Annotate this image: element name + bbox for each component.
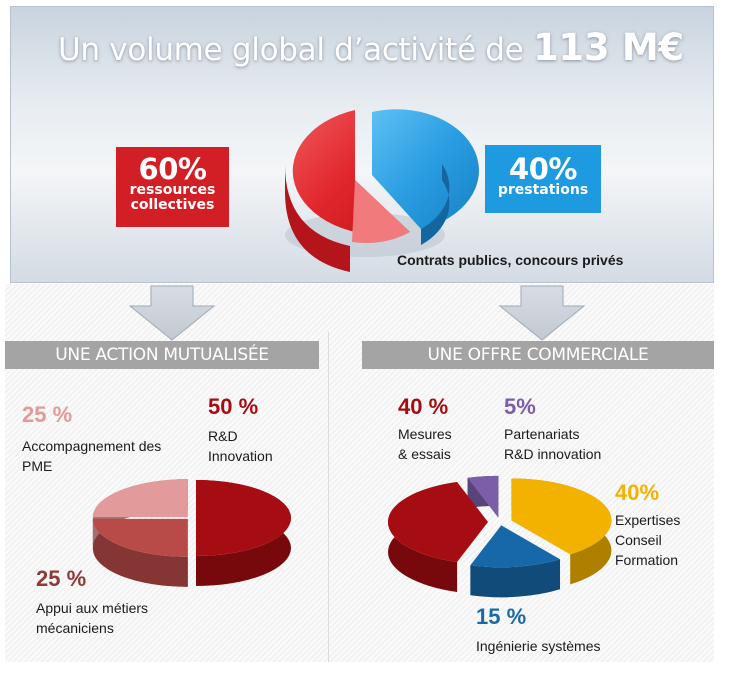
label-accompagnement-1: Accompagnement des [22, 438, 162, 454]
pie-top-slice-ressources [292, 110, 410, 236]
pie-top-side-prestations [421, 164, 450, 245]
pct-accompagnement: 25 % [22, 402, 73, 427]
label-expertises-2: Conseil [615, 532, 662, 548]
pie-top-side [285, 165, 350, 272]
pie-mutualised-slice [92, 518, 188, 557]
pct-partenariats: 5% [504, 394, 536, 419]
pie-top-side-ressources [285, 165, 350, 272]
pie-commercial-slice-side [470, 559, 561, 598]
label-appui-1: Appui aux métiers [36, 600, 149, 616]
pie-mutualised-slice [92, 479, 188, 518]
pie-top-slices [292, 109, 479, 245]
headline: Un volume global d’activité de 113 M€ [58, 26, 684, 69]
label-appui-2: mécaniciens [36, 620, 114, 636]
collective-resources-box: 60% ressources collectives [116, 147, 229, 227]
arrow-right [498, 285, 586, 341]
collective-resources-percent: 60% [138, 152, 207, 186]
label-accompagnement-2: PME [22, 458, 53, 474]
pct-mesures: 40 % [398, 394, 449, 419]
label-expertises-1: Expertises [615, 512, 681, 528]
pct-appui: 25 % [36, 566, 87, 591]
label-partenariats-2: R&D innovation [504, 446, 602, 462]
section-header-commercial: UNE OFFRE COMMERCIALE [362, 341, 714, 369]
label-expertises-3: Formation [615, 552, 679, 568]
pct-expertises: 40% [615, 480, 660, 505]
pie-commercial-slices [387, 475, 612, 568]
pie-commercial-slice [387, 482, 488, 562]
pie-commercial-slice [470, 525, 561, 568]
pie-mutualised-slice [196, 480, 291, 556]
pie-top-slice-prestations [372, 109, 479, 229]
label-partenariats-1: Partenariats [504, 426, 580, 442]
section-header-mutualised: UNE ACTION MUTUALISÉE [5, 341, 319, 369]
headline-text: Un volume global d’activité de [58, 32, 533, 68]
pct-rd-innovation: 50 % [208, 394, 259, 419]
pie-top-slice-inner [352, 180, 410, 244]
pie-commercial-slice [511, 478, 612, 555]
pie-mutualised-slice-side [92, 518, 188, 587]
collective-resources-label-1: ressources [129, 182, 216, 198]
label-rd-innovation-2: Innovation [208, 448, 273, 464]
arrow-left [128, 285, 216, 341]
services-box: 40% prestations [485, 145, 601, 213]
collective-resources-label-2: collectives [130, 197, 215, 213]
label-rd-innovation-1: R&D [208, 428, 238, 444]
section-divider [328, 332, 329, 662]
label-ingenierie: Ingénierie systèmes [476, 638, 601, 654]
services-label: prestations [497, 182, 589, 198]
services-percent: 40% [509, 152, 577, 186]
label-mesures-1: Mesures [398, 426, 452, 442]
pie-mutualised-slices [92, 479, 291, 557]
contracts-note: Contrats publics, concours privés [397, 252, 624, 268]
headline-amount: 113 M€ [532, 26, 684, 69]
pie-commercial-slice [467, 475, 499, 518]
label-mesures-2: & essais [398, 446, 451, 462]
pct-ingenierie: 15 % [476, 604, 527, 629]
